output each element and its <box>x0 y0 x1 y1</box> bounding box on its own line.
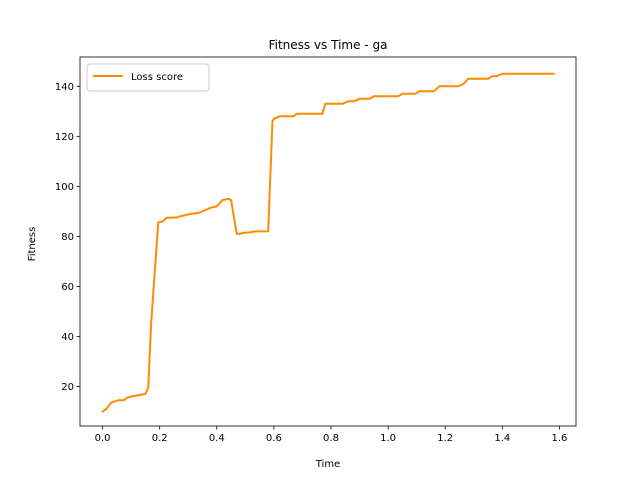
legend-frame <box>86 63 210 92</box>
x-tick-label: 0.4 <box>209 433 225 444</box>
x-tick-label: 0.2 <box>152 433 168 444</box>
y-tick-label: 20 <box>61 382 74 393</box>
x-tick-label: 0.8 <box>323 433 339 444</box>
y-tick-label: 80 <box>61 232 74 243</box>
series-line-0 <box>101 72 555 413</box>
legend-label-loss-score: Loss score <box>131 72 183 83</box>
y-tick-label: 40 <box>61 332 74 343</box>
y-tick-label: 100 <box>55 182 74 193</box>
x-tick-label: 1.0 <box>380 433 396 444</box>
y-tick-label: 140 <box>55 82 74 93</box>
axes-frame <box>79 56 577 427</box>
axes: 0.0 0.2 0.4 0.6 0.8 1.0 1.2 1.4 1.6 20 40 60 80 100 12… <box>55 56 577 444</box>
x-tick-label: 1.4 <box>494 433 510 444</box>
x-tick-label: 1.6 <box>551 433 567 444</box>
chart-title: Fitness vs Time - ga <box>269 38 388 52</box>
x-tick-label: 0.6 <box>266 433 282 444</box>
x-axis-label: Time <box>315 459 340 470</box>
y-tick-label: 120 <box>55 132 74 143</box>
y-axis-label: Fitness <box>27 227 38 262</box>
x-tick-label: 1.2 <box>437 433 453 444</box>
y-tick-label: 60 <box>61 282 74 293</box>
x-tick-label: 0.0 <box>95 433 111 444</box>
legend: Loss score <box>86 63 210 92</box>
plot-area <box>101 72 555 413</box>
